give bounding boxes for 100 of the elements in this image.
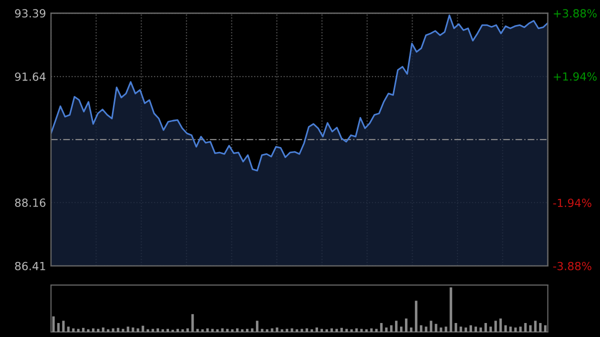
- bar: [420, 325, 422, 332]
- bar: [186, 328, 189, 332]
- bar: [156, 328, 160, 332]
- bar: [181, 329, 184, 332]
- bar: [72, 328, 75, 332]
- bar: [499, 318, 502, 332]
- bar: [260, 328, 264, 332]
- bar: [414, 300, 418, 332]
- bar: [335, 328, 338, 332]
- bar: [152, 328, 154, 332]
- bar: [325, 329, 328, 332]
- y2-tick-label: -1.94%: [553, 198, 592, 208]
- bar: [67, 326, 70, 332]
- bar: [290, 328, 294, 332]
- bar: [82, 328, 85, 332]
- bar: [102, 327, 104, 332]
- bar: [256, 320, 258, 332]
- bar: [340, 328, 343, 332]
- bar: [57, 323, 60, 332]
- bar: [77, 328, 80, 332]
- bar: [450, 287, 452, 332]
- y-tick-label: 93.39: [15, 9, 46, 18]
- bar: [479, 327, 482, 332]
- bar: [504, 325, 507, 332]
- bar: [514, 327, 517, 332]
- bar: [116, 328, 120, 332]
- y2-tick-label: +3.88%: [554, 9, 597, 18]
- bar: [430, 320, 432, 332]
- bar: [464, 327, 468, 332]
- bar: [201, 329, 204, 332]
- bar: [320, 328, 323, 332]
- y2-tick-label: -3.88%: [553, 262, 592, 270]
- bar: [226, 328, 229, 332]
- bar: [241, 329, 244, 332]
- bar: [276, 327, 278, 332]
- bar: [106, 329, 110, 332]
- bar: [132, 327, 134, 332]
- bar: [136, 328, 140, 332]
- bar: [221, 328, 224, 332]
- bar: [112, 328, 114, 332]
- bar: [236, 328, 239, 332]
- bar: [460, 326, 462, 332]
- bar: [470, 325, 472, 332]
- bar: [162, 329, 164, 332]
- bar: [380, 323, 383, 332]
- bar: [524, 323, 527, 332]
- bar: [434, 324, 438, 332]
- bar: [395, 320, 398, 332]
- bar: [176, 328, 179, 332]
- bar: [330, 328, 333, 332]
- bar: [345, 328, 348, 332]
- bar: [166, 328, 169, 332]
- bar: [390, 325, 393, 332]
- y-tick-label: 86.41: [15, 262, 46, 270]
- bar: [444, 326, 448, 332]
- bar: [534, 320, 537, 332]
- bar: [484, 323, 487, 332]
- bar: [206, 328, 209, 332]
- bar: [191, 314, 194, 332]
- bar: [410, 327, 412, 332]
- bar: [216, 329, 219, 332]
- bar: [211, 328, 214, 332]
- bar: [270, 328, 274, 332]
- bar: [296, 329, 298, 332]
- bar: [375, 328, 378, 332]
- bar: [310, 329, 314, 332]
- bar: [286, 328, 288, 332]
- y2-tick-label: +1.94%: [554, 72, 597, 81]
- bar: [454, 323, 458, 332]
- bar: [280, 329, 284, 332]
- bar: [350, 329, 353, 332]
- bar: [489, 326, 492, 332]
- bar: [196, 328, 199, 332]
- bar: [92, 328, 94, 332]
- bar: [539, 323, 542, 332]
- bar: [519, 326, 522, 332]
- bar: [122, 328, 124, 332]
- bar: [96, 328, 100, 332]
- bar: [440, 327, 442, 332]
- bar: [87, 329, 90, 332]
- bar: [529, 325, 532, 332]
- bar: [544, 325, 547, 332]
- bar: [474, 326, 478, 332]
- bar: [365, 329, 368, 332]
- bar: [250, 328, 254, 332]
- bar: [231, 329, 234, 332]
- y-tick-label: 88.16: [15, 198, 46, 207]
- bar: [62, 320, 65, 332]
- bar: [146, 329, 150, 332]
- bar: [266, 329, 268, 332]
- bar: [400, 326, 402, 332]
- bar: [142, 326, 144, 332]
- bar: [370, 328, 373, 332]
- bar: [509, 326, 512, 332]
- bar: [404, 318, 408, 332]
- bar: [494, 320, 497, 332]
- bar: [52, 316, 55, 332]
- bar: [424, 326, 428, 332]
- bar: [300, 328, 304, 332]
- bar: [385, 327, 388, 332]
